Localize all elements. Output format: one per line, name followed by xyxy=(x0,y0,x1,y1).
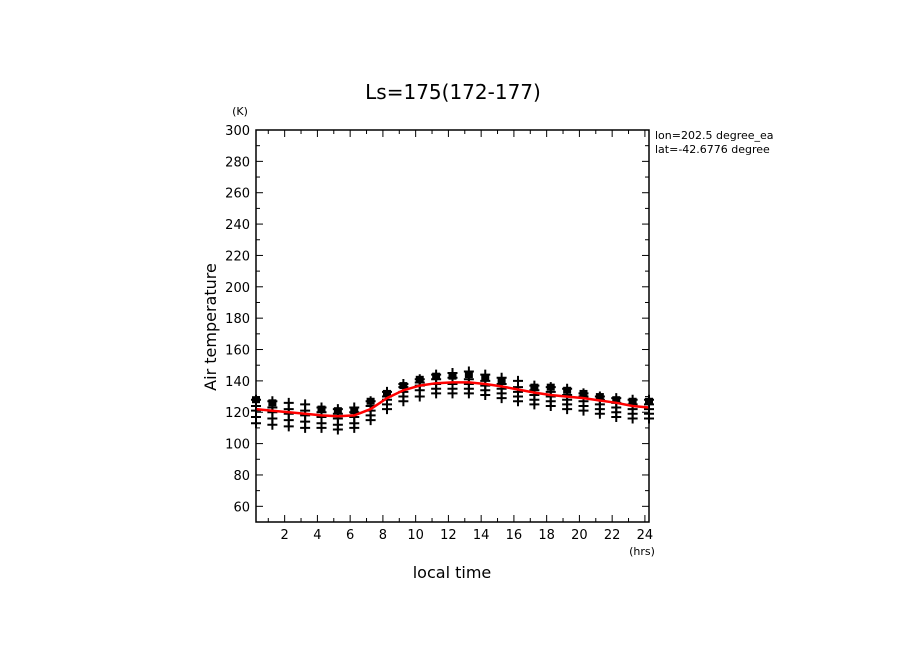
x-tick-label: 18 xyxy=(538,528,555,543)
x-tick-label: 16 xyxy=(506,528,523,543)
y-tick-label: 60 xyxy=(233,500,250,515)
data-point-plus xyxy=(594,408,605,419)
data-point-square xyxy=(612,396,621,404)
data-point-plus xyxy=(513,396,523,407)
y-tick-label: 300 xyxy=(225,124,250,139)
data-point-square xyxy=(350,407,359,415)
data-point-plus xyxy=(365,415,376,426)
plot-frame xyxy=(255,129,650,523)
lon-annotation: lon=202.5 degree_ea xyxy=(655,129,774,142)
data-point-square xyxy=(317,405,326,413)
data-point-square xyxy=(497,377,506,385)
data-point-plus xyxy=(529,399,540,410)
x-axis-label: local time xyxy=(413,563,492,582)
data-point-plus xyxy=(414,391,425,402)
data-point-square xyxy=(464,371,473,379)
y-tick-label: 100 xyxy=(225,438,250,453)
x-tick-label: 24 xyxy=(637,528,654,543)
x-tick-label: 4 xyxy=(313,528,321,543)
data-point-square xyxy=(448,372,457,380)
data-point-square xyxy=(333,407,342,415)
data-point-square xyxy=(595,393,604,401)
y-tick-label: 140 xyxy=(225,375,250,390)
data-point-square xyxy=(546,383,555,391)
y-axis-label: Air temperature xyxy=(201,263,220,391)
data-point-square xyxy=(383,389,391,397)
data-point-plus xyxy=(480,389,491,400)
y-unit-label: (K) xyxy=(232,105,248,118)
x-tick-label: 6 xyxy=(346,528,354,543)
data-point-plus xyxy=(267,419,278,430)
data-point-plus xyxy=(349,422,360,433)
y-tick-label: 180 xyxy=(225,312,250,327)
y-tick-label: 200 xyxy=(225,281,250,296)
y-tick-label: 260 xyxy=(225,187,250,202)
data-point-plus xyxy=(382,404,392,415)
x-tick-label: 10 xyxy=(407,528,424,543)
data-point-plus xyxy=(611,411,622,422)
data-point-square xyxy=(530,383,539,391)
x-tick-label: 2 xyxy=(281,528,289,543)
data-point-plus xyxy=(300,422,311,433)
data-point-plus xyxy=(463,388,474,399)
data-point-plus xyxy=(431,388,442,399)
data-point-plus xyxy=(332,424,343,435)
data-point-plus xyxy=(496,393,507,404)
data-point-plus xyxy=(316,422,327,433)
data-point-square xyxy=(628,397,637,405)
x-tick-label: 12 xyxy=(440,528,457,543)
data-point-square xyxy=(579,389,588,397)
data-point-square xyxy=(432,372,441,380)
data-point-plus xyxy=(283,421,294,432)
x-tick-label: 22 xyxy=(604,528,621,543)
lat-annotation: lat=-42.6776 degree xyxy=(655,143,770,156)
mean-temperature-line xyxy=(255,381,650,418)
y-tick-label: 80 xyxy=(233,469,250,484)
data-point-square xyxy=(399,382,408,390)
y-tick-label: 160 xyxy=(225,344,250,359)
series-4 xyxy=(251,388,654,435)
data-point-plus xyxy=(545,400,556,411)
data-point-plus xyxy=(578,405,589,416)
data-point-square xyxy=(268,399,277,407)
data-point-square xyxy=(415,375,424,383)
data-point-square xyxy=(481,374,490,382)
y-tick-label: 220 xyxy=(225,249,250,264)
y-tick-label: 240 xyxy=(225,218,250,233)
x-tick-label: 8 xyxy=(379,528,387,543)
data-point-square xyxy=(563,386,572,394)
y-tick-label: 280 xyxy=(225,155,250,170)
data-point-plus xyxy=(398,396,409,407)
x-tick-label: 14 xyxy=(473,528,490,543)
chart-title: Ls=175(172-177) xyxy=(365,80,541,104)
data-point-square xyxy=(366,397,375,405)
x-unit-label: (hrs) xyxy=(629,545,655,558)
y-tick-label: 120 xyxy=(225,406,250,421)
data-point-plus xyxy=(562,404,573,415)
data-point-plus xyxy=(627,413,638,424)
data-point-plus xyxy=(447,388,458,399)
chart-marks xyxy=(251,366,654,435)
x-tick-label: 20 xyxy=(571,528,588,543)
